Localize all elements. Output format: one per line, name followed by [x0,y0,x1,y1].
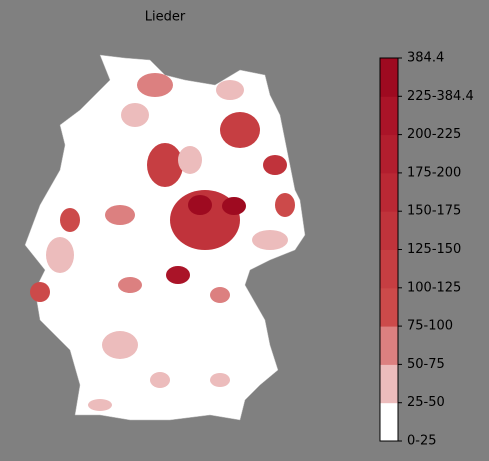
colorbar-bin [380,326,398,365]
map-title: Lieder [145,10,186,25]
colorbar-tick-label: 100-125 [407,280,461,295]
colorbar-tick-label: 75-100 [407,319,453,334]
region [147,143,183,187]
region-fills [30,73,295,411]
colorbar-bin [380,58,398,97]
colorbar-bin [380,249,398,289]
colorbar-tick-label: 50-75 [407,357,445,372]
region [252,230,288,250]
colorbar-tick-label: 125-150 [407,242,461,257]
colorbar-tick-label: 225-384.4 [407,89,474,104]
region [88,399,112,411]
colorbar-tick-label: 384.4 [407,51,444,66]
germany-map [24,54,306,421]
region [263,155,287,175]
colorbar-tick-label: 175-200 [407,165,461,180]
region [166,266,190,284]
region [150,372,170,388]
region [222,197,246,215]
region [105,205,135,225]
region [102,331,138,359]
colorbar-bin [380,134,398,174]
colorbar-tick-label: 200-225 [407,127,461,142]
region [118,277,142,293]
colorbar-tick-label: 150-175 [407,204,461,219]
region [60,208,80,232]
colorbar-bin [380,172,398,212]
region [220,112,260,148]
colorbar: 0-25 25-50 50-75 75-100 100-125 125-150 150-17… [379,51,474,449]
region [178,146,202,174]
region [216,80,244,100]
colorbar-bin [380,402,398,442]
colorbar-tick-label: 0-25 [407,434,437,449]
colorbar-tick-label: 25-50 [407,395,445,410]
region [121,103,149,127]
region [210,373,230,387]
region [210,287,230,303]
colorbar-bin [380,287,398,327]
colorbar-bin [380,364,398,404]
colorbar-bin [380,211,398,250]
region [137,73,173,97]
region [275,193,295,217]
region [30,282,50,302]
region [188,195,212,215]
colorbar-bin [380,96,398,136]
region [46,237,74,273]
